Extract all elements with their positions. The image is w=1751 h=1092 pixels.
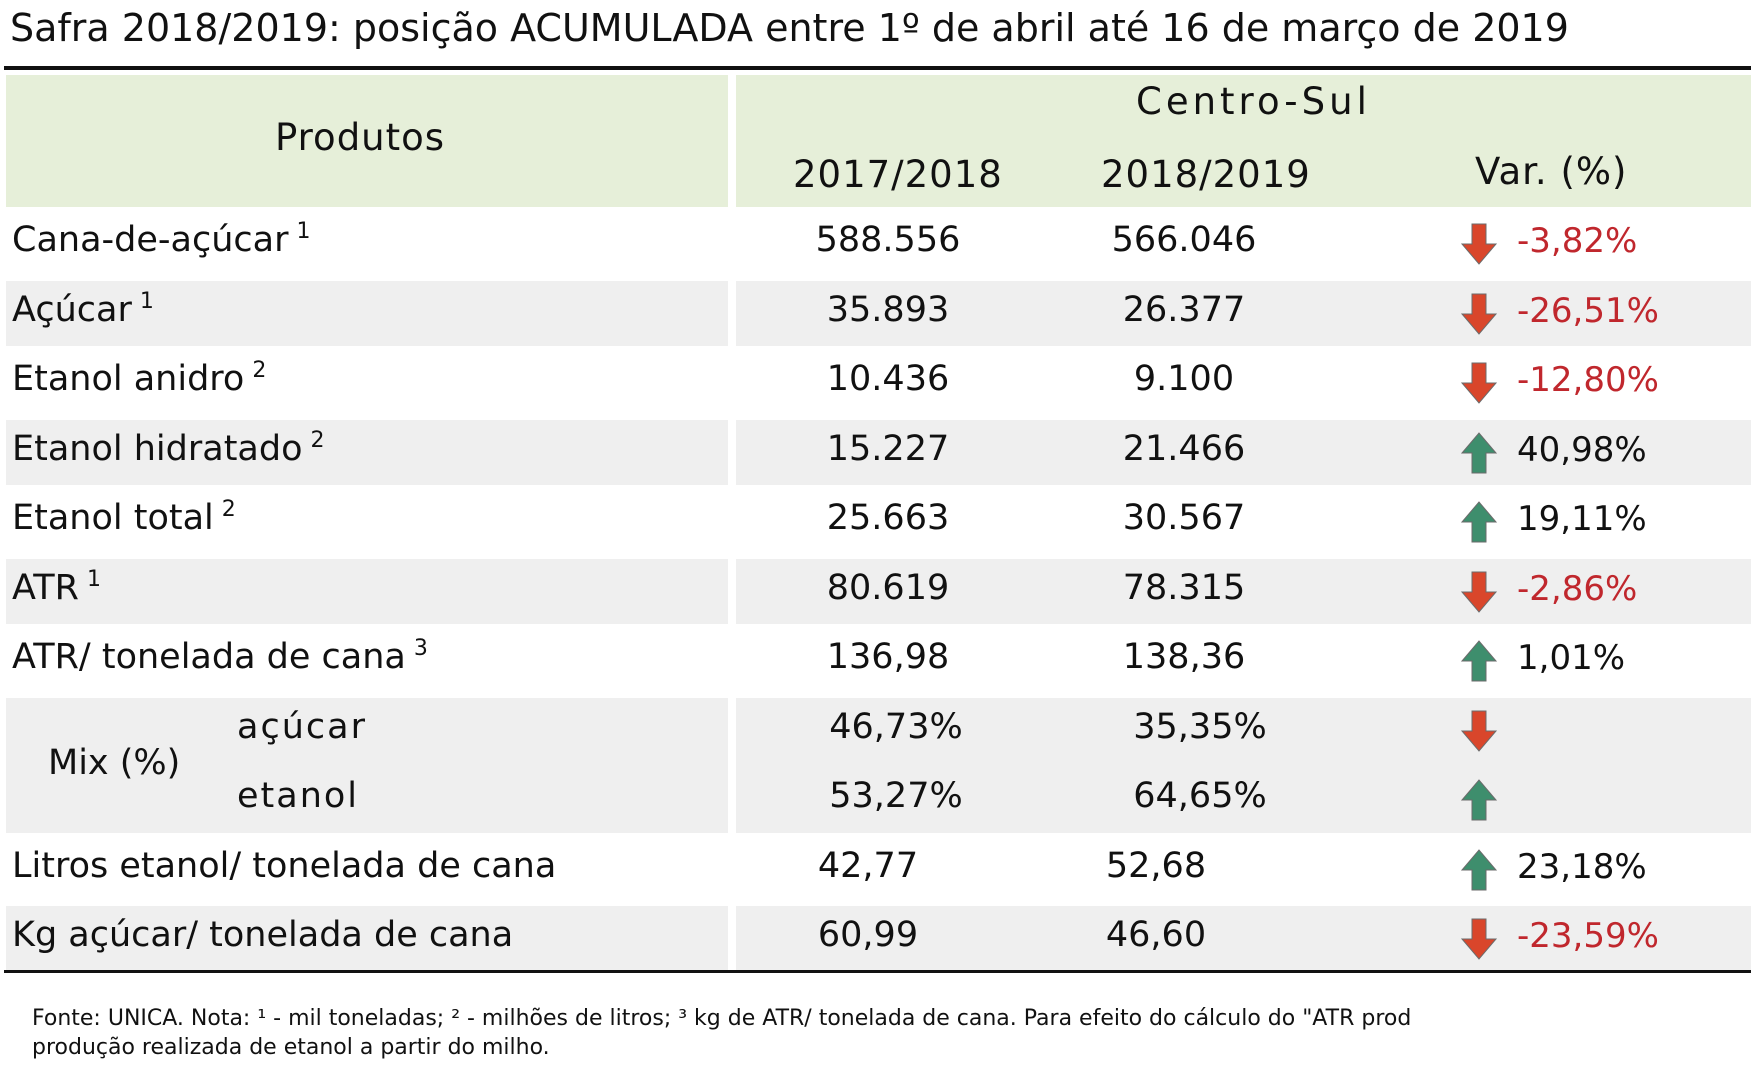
footnote-marker: 1 bbox=[86, 566, 101, 592]
footnote-marker: 2 bbox=[221, 497, 236, 523]
arrow-up-icon bbox=[1460, 431, 1498, 475]
footnote-line-2: produção realizada de etanol a partir do… bbox=[32, 1035, 550, 1060]
header-col-var: Var. (%) bbox=[1475, 150, 1628, 193]
row-stripe bbox=[6, 558, 728, 624]
value-2018-2019: 566.046 bbox=[1111, 220, 1257, 260]
value-2018-2019: 9.100 bbox=[1133, 359, 1235, 399]
value-2018-2019: 52,68 bbox=[1105, 845, 1207, 886]
header-region: Centro-Sul bbox=[1136, 80, 1371, 123]
value-2017-2018: 80.619 bbox=[826, 567, 950, 608]
value-2017-2018: 42,77 bbox=[817, 845, 919, 886]
value-2017-2018: 10.436 bbox=[826, 359, 950, 399]
top-rule bbox=[4, 66, 1751, 70]
arrow-down-icon bbox=[1460, 917, 1498, 961]
mix-acucar-label: açúcar bbox=[237, 706, 367, 747]
footnote-marker: 2 bbox=[310, 427, 325, 453]
value-2017-2018: 588.556 bbox=[815, 220, 961, 260]
mix-etanol-2017-2018: 53,27% bbox=[829, 776, 963, 816]
footnote-marker: 1 bbox=[296, 219, 311, 245]
row-stripe bbox=[736, 280, 1751, 346]
value-2018-2019: 26.377 bbox=[1122, 289, 1246, 330]
footnote-marker: 3 bbox=[413, 636, 428, 662]
variation-value: 1,01% bbox=[1517, 638, 1626, 678]
variation-value: 19,11% bbox=[1517, 499, 1647, 539]
value-2018-2019: 78.315 bbox=[1122, 567, 1246, 608]
value-2018-2019: 138,36 bbox=[1122, 637, 1246, 677]
row-stripe bbox=[6, 419, 728, 485]
row-stripe bbox=[6, 906, 728, 972]
arrow-up-icon bbox=[1460, 639, 1498, 683]
variation-value: -23,59% bbox=[1517, 916, 1659, 956]
arrow-down-icon bbox=[1460, 222, 1498, 266]
footnote-marker: 1 bbox=[139, 288, 154, 314]
variation-value: 23,18% bbox=[1517, 846, 1647, 887]
row-label: Cana-de-açúcar 1 bbox=[12, 219, 311, 260]
row-label: Etanol total 2 bbox=[12, 497, 236, 538]
arrow-up-icon bbox=[1460, 500, 1498, 544]
value-2017-2018: 35.893 bbox=[826, 289, 950, 330]
bottom-rule bbox=[4, 970, 1751, 973]
value-2018-2019: 21.466 bbox=[1122, 428, 1246, 469]
value-2017-2018: 136,98 bbox=[826, 637, 950, 677]
mix-etanol-2018-2019: 64,65% bbox=[1133, 776, 1267, 816]
value-2018-2019: 30.567 bbox=[1122, 498, 1246, 538]
header-produtos-cell bbox=[6, 75, 728, 207]
header-col-2018-2019: 2018/2019 bbox=[1101, 153, 1311, 196]
arrow-down-icon bbox=[1460, 292, 1498, 336]
arrow-up-icon bbox=[1460, 848, 1498, 892]
row-stripe bbox=[6, 280, 728, 346]
row-label: Kg açúcar/ tonelada de cana bbox=[12, 915, 514, 955]
variation-value: -12,80% bbox=[1517, 360, 1659, 400]
row-label: Etanol anidro 2 bbox=[12, 358, 267, 399]
mix-label: Mix (%) bbox=[48, 742, 181, 783]
variation-value: -3,82% bbox=[1517, 221, 1638, 261]
row-label: Etanol hidratado 2 bbox=[12, 427, 325, 469]
row-label: Açúcar 1 bbox=[12, 288, 154, 330]
header-produtos: Produtos bbox=[275, 116, 446, 159]
value-2017-2018: 15.227 bbox=[826, 428, 950, 469]
row-stripe bbox=[736, 419, 1751, 485]
variation-value: -2,86% bbox=[1517, 568, 1638, 609]
footnote-marker: 2 bbox=[252, 358, 267, 384]
row-label: ATR/ tonelada de cana 3 bbox=[12, 636, 428, 677]
arrow-down-icon bbox=[1460, 361, 1498, 405]
arrow-up-icon bbox=[1460, 778, 1498, 822]
row-stripe bbox=[736, 906, 1751, 972]
row-stripe bbox=[736, 558, 1751, 624]
arrow-down-icon bbox=[1460, 570, 1498, 614]
row-stripe bbox=[6, 697, 728, 833]
footnote-line-1: Fonte: UNICA. Nota: ¹ - mil toneladas; ²… bbox=[32, 1006, 1412, 1031]
value-2017-2018: 60,99 bbox=[817, 915, 919, 955]
value-2017-2018: 25.663 bbox=[826, 498, 950, 538]
row-label: ATR 1 bbox=[12, 566, 101, 608]
footnote: Fonte: UNICA. Nota: ¹ - mil toneladas; ²… bbox=[32, 1006, 1512, 1060]
header-col-2017-2018: 2017/2018 bbox=[793, 153, 1003, 196]
variation-value: 40,98% bbox=[1517, 429, 1647, 470]
variation-value: -26,51% bbox=[1517, 290, 1659, 331]
arrow-down-icon bbox=[1460, 709, 1498, 753]
value-2018-2019: 46,60 bbox=[1105, 915, 1207, 955]
row-stripe bbox=[736, 697, 1751, 833]
header-region-cell bbox=[736, 75, 1751, 207]
mix-acucar-2017-2018: 46,73% bbox=[829, 706, 963, 747]
row-label: Litros etanol/ tonelada de cana bbox=[12, 845, 557, 886]
table-title: Safra 2018/2019: posição ACUMULADA entre… bbox=[10, 6, 1569, 50]
mix-acucar-2018-2019: 35,35% bbox=[1133, 706, 1267, 747]
mix-etanol-label: etanol bbox=[237, 776, 360, 816]
